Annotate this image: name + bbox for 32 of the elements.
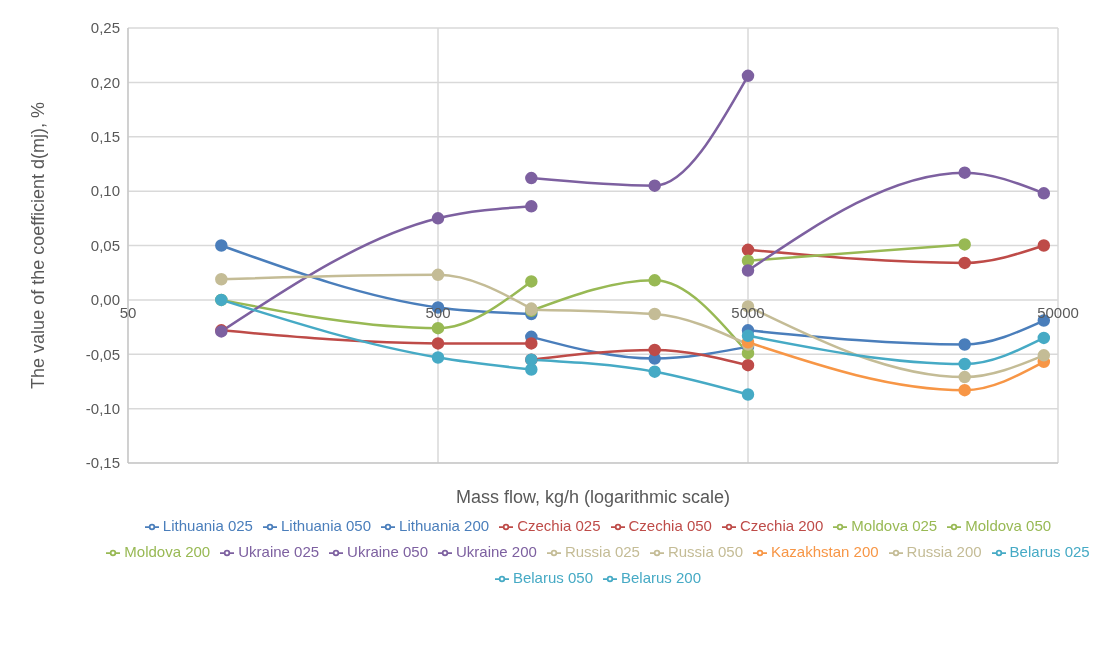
legend-label: Ukraine 200 <box>456 543 537 560</box>
legend-label: Ukraine 025 <box>238 543 320 560</box>
legend-label: Czechia 025 <box>517 517 601 534</box>
y-tick-label: 0,05 <box>90 236 120 254</box>
legend-label: Moldova 200 <box>124 543 211 560</box>
y-tick-label: 0,15 <box>90 128 120 146</box>
x-axis-title: Mass flow, kg/h (logarithmic scale) <box>455 487 731 507</box>
legend-label: Lithuania 025 <box>162 517 253 534</box>
legend-label: Belarus 025 <box>1009 543 1090 560</box>
legend-label: Russia 025 <box>564 543 640 560</box>
y-tick-label: 0,20 <box>90 73 120 91</box>
y-tick-label: 0,10 <box>90 182 120 200</box>
y-tick-label: -0,10 <box>85 399 120 417</box>
legend-label: Russia 200 <box>906 543 982 560</box>
y-tick-label: 0,00 <box>90 291 120 309</box>
legend-label: Moldova 025 <box>851 517 938 534</box>
legend-label: Kazakhstan 200 <box>770 543 879 560</box>
x-tick-label: 50000 <box>1037 304 1079 322</box>
legend-label: Lithuania 050 <box>280 517 372 534</box>
y-tick-label: -0,15 <box>85 454 120 472</box>
legend-label: Czechia 200 <box>739 517 824 534</box>
legend-label: Ukraine 050 <box>347 543 428 560</box>
legend-label: Belarus 200 <box>621 569 702 586</box>
y-axis-title: The value of the coefficient d(mj), % <box>28 102 49 389</box>
legend-label: Lithuania 200 <box>399 517 490 534</box>
y-tick-label: -0,05 <box>85 345 120 363</box>
x-tick-label: 50 <box>119 304 137 322</box>
legend-label: Czechia 050 <box>628 517 712 534</box>
y-tick-label: 0,25 <box>90 19 120 37</box>
legend-label: Moldova 050 <box>965 517 1052 534</box>
legend-label: Belarus 050 <box>512 569 593 586</box>
legend-label: Russia 050 <box>667 543 743 560</box>
